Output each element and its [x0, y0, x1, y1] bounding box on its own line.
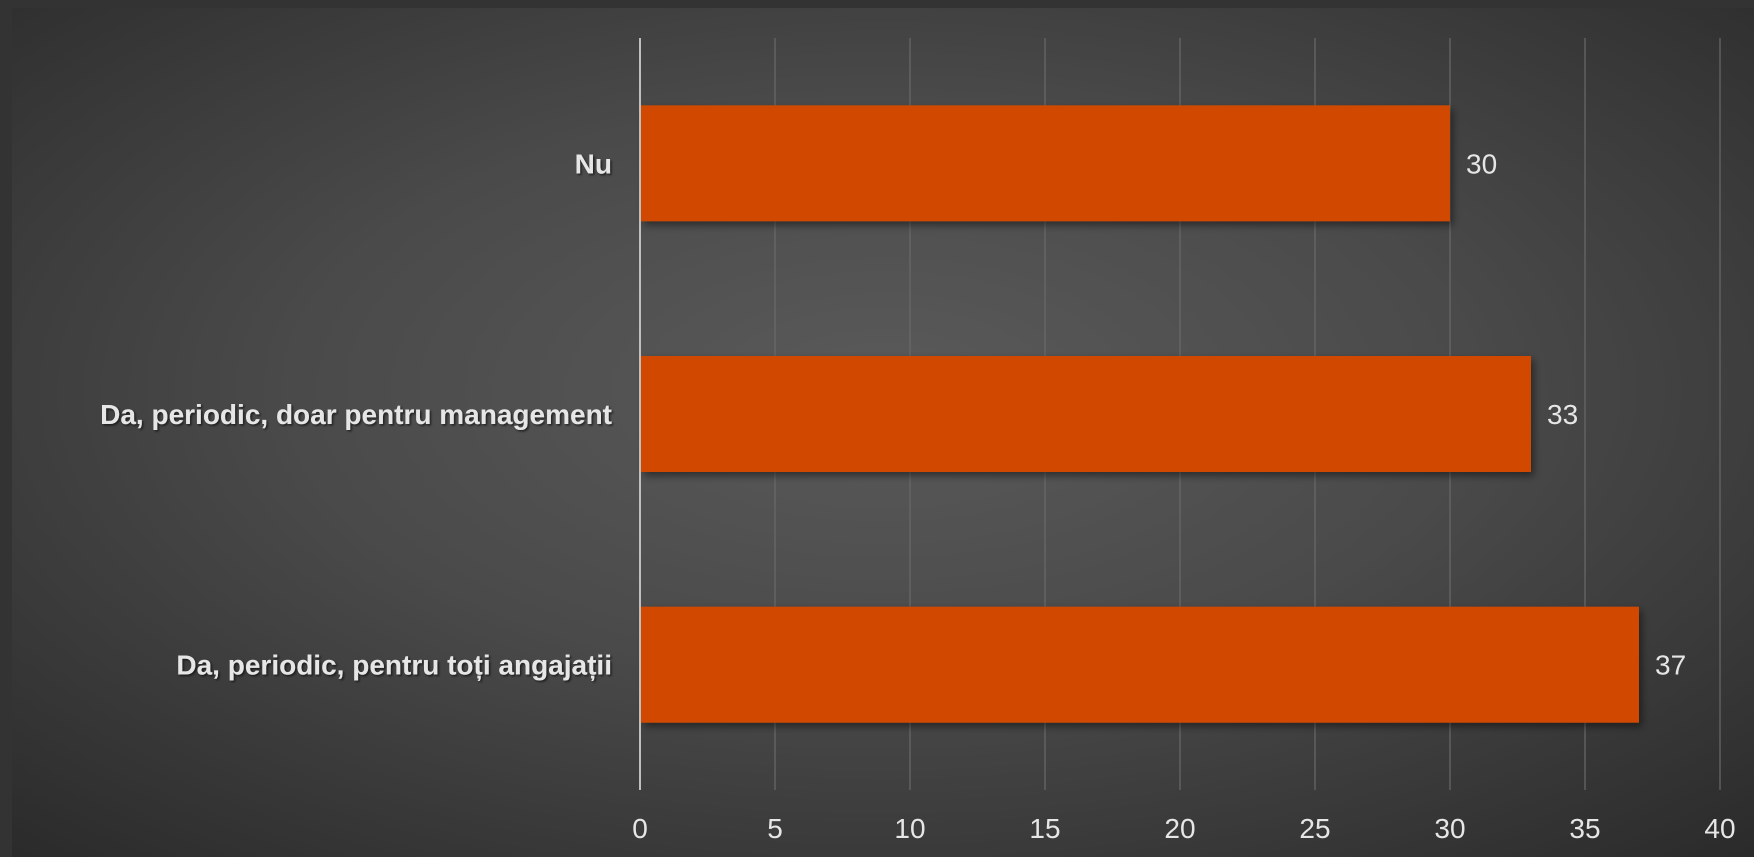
data-labels: 30 33 37 — [1466, 148, 1686, 680]
x-tick-label-15: 15 — [1029, 813, 1060, 844]
category-label-3: Da, periodic, pentru toți angajații — [176, 650, 612, 681]
x-axis-tick-labels: 0 5 10 15 20 25 30 35 40 — [632, 813, 1735, 844]
x-tick-label-10: 10 — [894, 813, 925, 844]
category-labels: Nu Da, periodic, doar pentru management Da… — [100, 148, 612, 680]
x-tick-label-20: 20 — [1164, 813, 1195, 844]
x-tick-label-35: 35 — [1569, 813, 1600, 844]
data-label-3: 37 — [1655, 650, 1686, 681]
x-tick-label-30: 30 — [1434, 813, 1465, 844]
bar-2 — [641, 356, 1531, 472]
data-label-1: 30 — [1466, 148, 1497, 179]
x-tick-label-40: 40 — [1704, 813, 1735, 844]
x-tick-label-25: 25 — [1299, 813, 1330, 844]
data-label-2: 33 — [1547, 399, 1578, 430]
bar-1 — [641, 105, 1450, 222]
category-label-2: Da, periodic, doar pentru management — [100, 399, 612, 430]
x-tick-label-5: 5 — [767, 813, 783, 844]
bars — [641, 105, 1639, 723]
category-label-1: Nu — [575, 148, 612, 179]
bar-3 — [641, 606, 1639, 723]
x-tick-label-0: 0 — [632, 813, 648, 844]
